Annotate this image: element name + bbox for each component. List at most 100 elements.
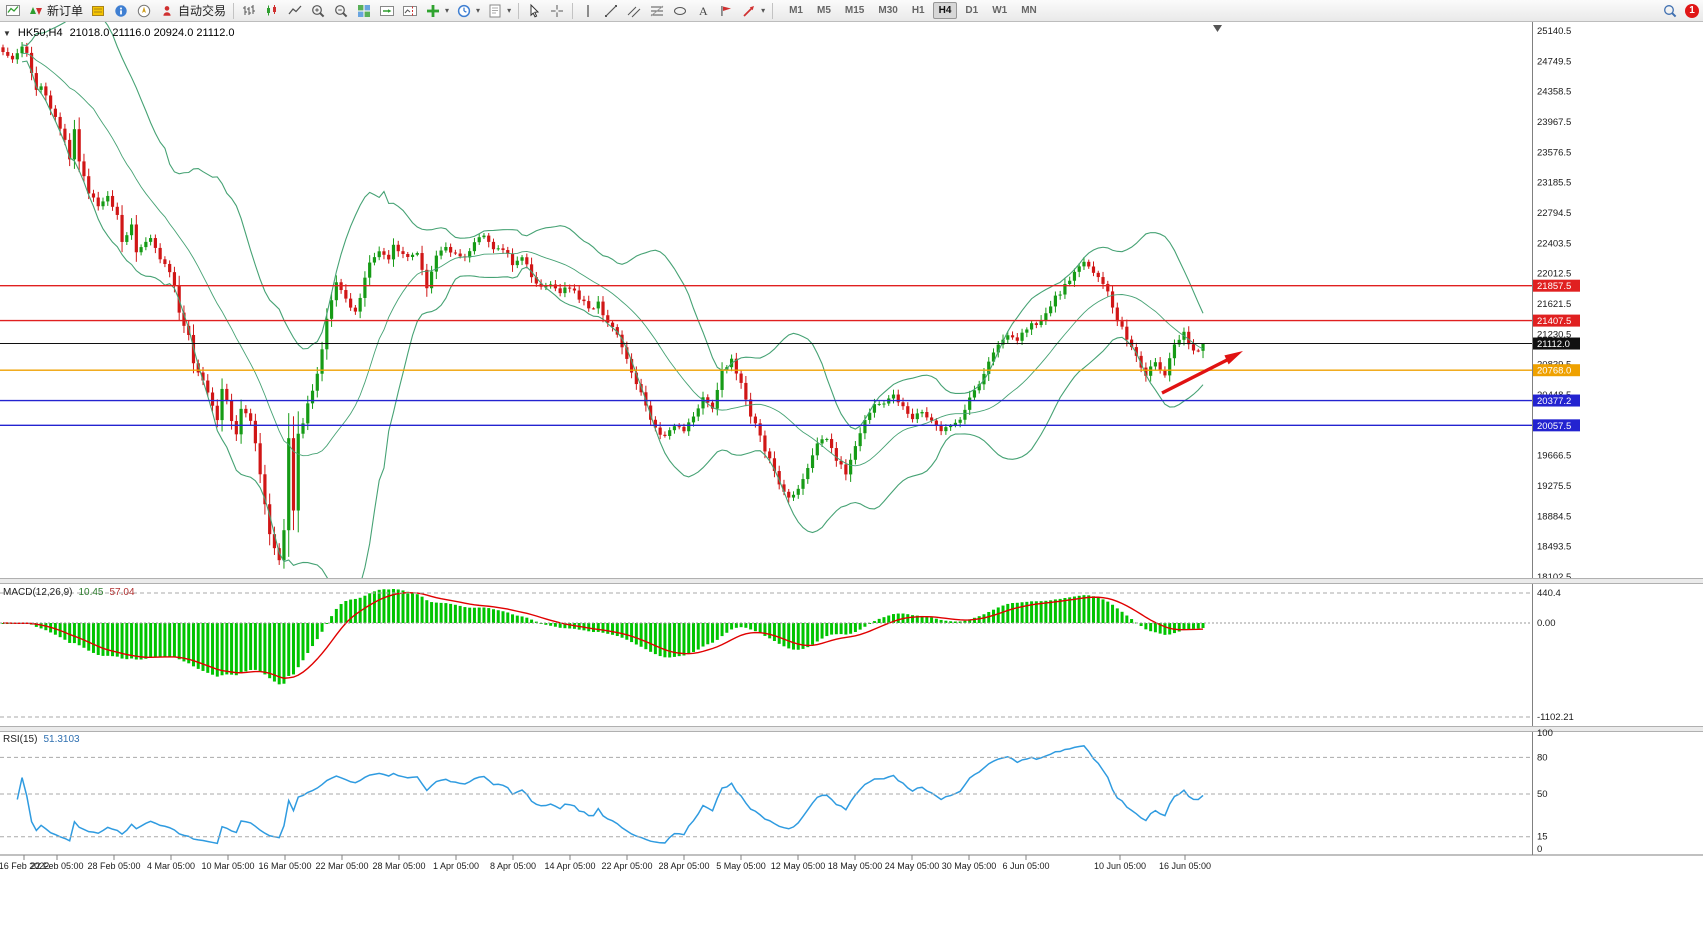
macd-name: MACD(12,26,9) [3, 587, 73, 598]
toolbar-separator [572, 2, 574, 19]
ellipse-button[interactable] [669, 1, 691, 21]
svg-text:A: A [699, 4, 708, 18]
fibonacci-button[interactable] [646, 1, 668, 21]
indicators-button[interactable]: ▾ [422, 1, 452, 21]
indicators-icon [425, 3, 441, 19]
svg-text:21230.5: 21230.5 [1537, 329, 1571, 340]
templates-button[interactable]: ▾ [484, 1, 514, 21]
tile-windows-button[interactable] [353, 1, 375, 21]
rsi-name: RSI(15) [3, 734, 38, 745]
svg-text:22403.5: 22403.5 [1537, 238, 1571, 249]
svg-text:1 Apr 05:00: 1 Apr 05:00 [433, 861, 479, 871]
line-chart-icon [287, 3, 303, 19]
chart-title: ▼ HK50,H4 21018.0 21116.0 20924.0 21112.… [3, 27, 235, 39]
svg-text:24 May 05:00: 24 May 05:00 [885, 861, 940, 871]
timeframe-button-m30[interactable]: M30 [872, 2, 903, 19]
chart-shift-icon [402, 3, 418, 19]
tile-windows-icon [356, 3, 372, 19]
svg-text:19275.5: 19275.5 [1537, 481, 1571, 492]
svg-text:16 Jun 05:00: 16 Jun 05:00 [1159, 861, 1211, 871]
svg-text:18884.5: 18884.5 [1537, 511, 1571, 522]
candlestick-chart-button[interactable] [261, 1, 283, 21]
chart-shift-button[interactable] [399, 1, 421, 21]
svg-text:23185.5: 23185.5 [1537, 178, 1571, 189]
new-order-icon [28, 3, 44, 19]
timeframe-button-m5[interactable]: M5 [811, 2, 837, 19]
svg-text:18102.5: 18102.5 [1537, 572, 1571, 583]
timeframe-button-m1[interactable]: M1 [783, 2, 809, 19]
svg-text:24749.5: 24749.5 [1537, 56, 1571, 67]
navigator-icon [136, 3, 152, 19]
autotrading-label: 自动交易 [178, 4, 227, 18]
search-button[interactable] [1659, 1, 1681, 21]
chart-canvas[interactable]: 25140.5 24749.5 24358.5 23967.5 23576.5 23185… [0, 22, 1703, 949]
svg-text:19666.5: 19666.5 [1537, 451, 1571, 462]
new-chart-button[interactable] [2, 1, 24, 21]
toolbar-separator [233, 2, 235, 19]
text-button[interactable]: A [692, 1, 714, 21]
svg-text:100: 100 [1537, 728, 1553, 739]
zoom-out-button[interactable] [330, 1, 352, 21]
svg-text:16 Feb 2022: 16 Feb 2022 [0, 861, 49, 871]
svg-text:0: 0 [1537, 844, 1542, 855]
svg-text:80: 80 [1537, 752, 1548, 763]
autotrading-button[interactable]: 自动交易 [156, 1, 229, 21]
dropdown-caret-icon: ▾ [476, 6, 481, 15]
chart-stage: 25140.5 24749.5 24358.5 23967.5 23576.5 23185… [0, 22, 1703, 949]
timeframe-button-m15[interactable]: M15 [839, 2, 870, 19]
toolbar-right-group: 1 [1659, 1, 1701, 21]
templates-icon [487, 3, 503, 19]
data-window-icon [113, 3, 129, 19]
svg-text:22 Mar 05:00: 22 Mar 05:00 [315, 861, 368, 871]
autotrading-icon [159, 3, 175, 19]
navigator-button[interactable] [133, 1, 155, 21]
zoom-in-button[interactable] [307, 1, 329, 21]
market-watch-button[interactable] [87, 1, 109, 21]
label-button[interactable] [715, 1, 737, 21]
timeframe-button-h1[interactable]: H1 [906, 2, 931, 19]
svg-text:20377.2: 20377.2 [1537, 396, 1571, 407]
vertical-line-icon [580, 3, 596, 19]
auto-scroll-button[interactable] [376, 1, 398, 21]
toolbar-separator [772, 2, 774, 19]
svg-text:-1102.21: -1102.21 [1537, 712, 1574, 723]
dropdown-caret-icon: ▾ [507, 6, 512, 15]
label-icon [718, 3, 734, 19]
bar-chart-button[interactable] [238, 1, 260, 21]
cursor-button[interactable] [523, 1, 545, 21]
timeframe-button-d1[interactable]: D1 [959, 2, 984, 19]
bollinger-bands [21, 22, 1204, 579]
crosshair-button[interactable] [546, 1, 568, 21]
notification-badge[interactable]: 1 [1685, 3, 1699, 18]
timeframe-button-h4[interactable]: H4 [932, 2, 958, 19]
arrows-button[interactable]: ▾ [738, 1, 768, 21]
trendline-icon [603, 3, 619, 19]
channel-button[interactable] [623, 1, 645, 21]
arrows-icon [741, 3, 757, 19]
data-window-button[interactable] [110, 1, 132, 21]
vertical-line-button[interactable] [577, 1, 599, 21]
svg-text:18 May 05:00: 18 May 05:00 [828, 861, 883, 871]
svg-text:15: 15 [1537, 832, 1548, 843]
macd-indicator-label: MACD(12,26,9) 10.45 57.04 [3, 587, 135, 598]
periods-button[interactable]: ▾ [453, 1, 483, 21]
svg-text:5 May 05:00: 5 May 05:00 [716, 861, 766, 871]
trendline-button[interactable] [600, 1, 622, 21]
timeframe-button-mn[interactable]: MN [1015, 2, 1043, 19]
search-icon [1662, 3, 1678, 19]
rsi-levels [0, 756, 1532, 838]
svg-text:23576.5: 23576.5 [1537, 147, 1571, 158]
new-order-button[interactable]: 新订单 [25, 1, 86, 21]
svg-text:16 Mar 05:00: 16 Mar 05:00 [258, 861, 311, 871]
svg-text:50: 50 [1537, 789, 1548, 800]
timeframe-button-w1[interactable]: W1 [986, 2, 1013, 19]
collapse-icon[interactable]: ▼ [3, 28, 11, 38]
line-chart-button[interactable] [284, 1, 306, 21]
macd-signal-value: 57.04 [109, 587, 135, 598]
svg-text:12 May 05:00: 12 May 05:00 [771, 861, 826, 871]
trend-arrow [1161, 351, 1243, 395]
rsi-axis: 100 80 50 150 [1537, 728, 1553, 855]
zoom-in-icon [310, 3, 326, 19]
